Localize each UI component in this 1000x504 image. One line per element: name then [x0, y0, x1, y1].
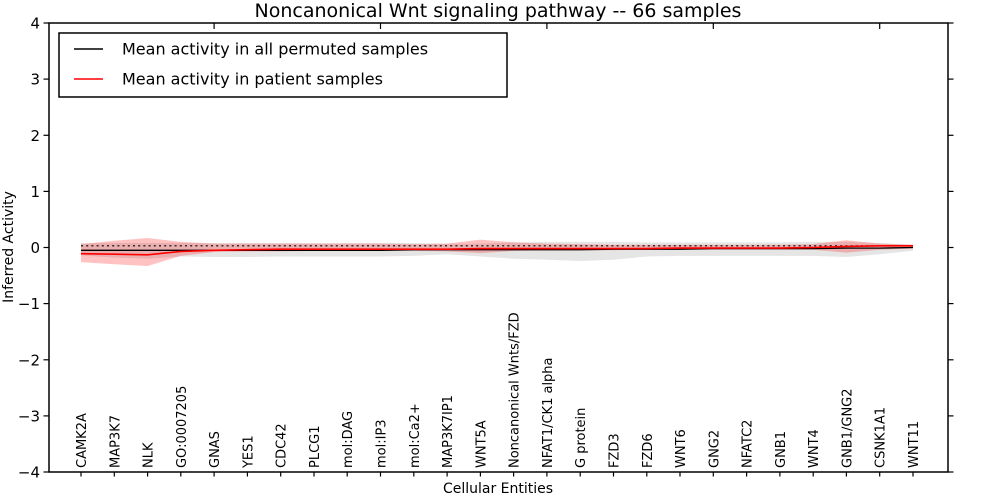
x-tick-label: mol:DAG [341, 411, 356, 468]
y-tick-label: −2 [18, 351, 40, 369]
x-tick-label: GO:0007205 [175, 386, 190, 468]
band-layer [81, 238, 913, 266]
y-tick-label: 3 [30, 71, 40, 89]
chart-title: Noncanonical Wnt signaling pathway -- 66… [255, 0, 742, 22]
y-tick-labels: −4 −3 −2 −1 0 1 2 3 4 [18, 15, 40, 482]
x-tick-label: WNT11 [907, 421, 922, 468]
x-tick-label: mol:Ca2+ [408, 403, 423, 468]
x-tick-label: GNAS [208, 431, 223, 468]
x-tick-label: NFATC2 [741, 420, 756, 468]
legend: Mean activity in all permuted samples Me… [58, 32, 508, 98]
y-tick-label: −4 [18, 464, 40, 482]
x-tick-label: MAP3K7IP1 [441, 395, 456, 468]
line-layer [80, 245, 914, 256]
x-tick-label: GNG2 [707, 430, 722, 468]
x-tick-label: FZD6 [641, 433, 656, 468]
y-tick-label: 2 [30, 127, 40, 145]
band-permuted [81, 241, 913, 261]
y-tick-label: 0 [30, 239, 40, 257]
legend-label-permuted: Mean activity in all permuted samples [122, 40, 428, 59]
x-axis-label: Cellular Entities [443, 481, 553, 497]
x-tick-label: YES1 [241, 435, 256, 469]
x-tick-label: G protein [574, 408, 589, 468]
x-tick-label: PLCG1 [308, 425, 323, 468]
x-tick-label: WNT5A [474, 420, 489, 468]
x-tick-label: GNB1/GNG2 [840, 388, 855, 468]
legend-label-patient: Mean activity in patient samples [122, 70, 383, 89]
x-tick-label: MAP3K7 [108, 415, 123, 468]
x-tick-label: NFAT1/CK1 alpha [541, 357, 556, 468]
band-patient [81, 238, 913, 266]
series-line-patient [80, 245, 913, 256]
tick-layer [43, 22, 954, 477]
legend-box [58, 32, 508, 98]
x-tick-label: CSNK1A1 [874, 407, 889, 468]
x-tick-label: CAMK2A [75, 413, 90, 468]
y-axis-label: Inferred Activity [1, 191, 17, 303]
x-tick-label: WNT6 [674, 429, 689, 468]
y-tick-label: −3 [18, 407, 40, 425]
x-tick-label: NLK [142, 442, 157, 468]
x-tick-label: mol:IP3 [375, 419, 390, 468]
x-tick-label: GNB1 [774, 431, 789, 468]
x-tick-label: WNT4 [807, 429, 822, 468]
x-tick-label: Noncanonical Wnts/FZD [508, 312, 523, 468]
x-tick-labels: CAMK2A MAP3K7 NLK GO:0007205 GNAS YES1 CDC42 PL… [75, 312, 922, 469]
x-tick-label: FZD3 [607, 433, 622, 468]
y-tick-label: 1 [30, 183, 40, 201]
x-tick-label: CDC42 [275, 423, 290, 468]
y-tick-label: −1 [18, 295, 40, 313]
y-tick-label: 4 [30, 15, 40, 33]
